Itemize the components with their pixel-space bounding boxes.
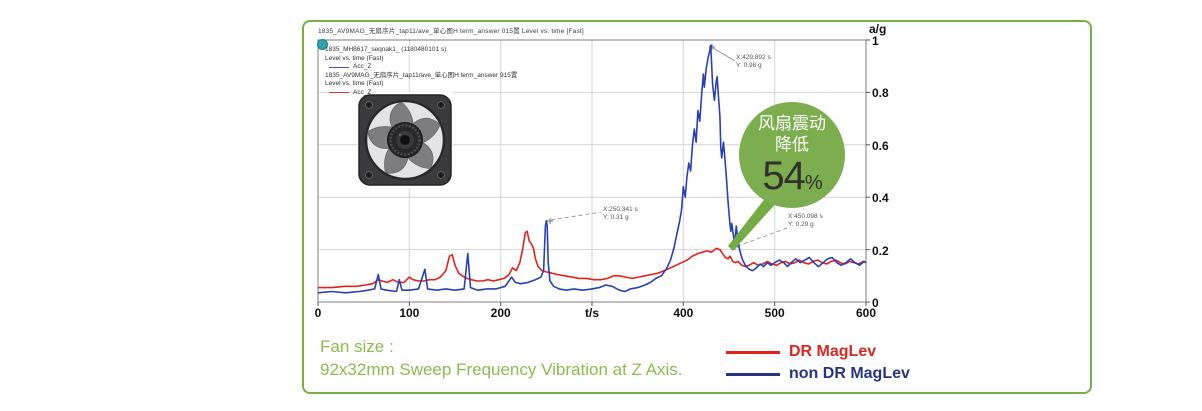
inplot-legend-swatch (329, 92, 349, 94)
x-tick-label: 600 (855, 306, 877, 320)
legend-item-dr-maglev: DR MagLev (726, 341, 910, 363)
inplot-legend-swatch (329, 66, 349, 68)
peak-annotation-2: X:250.341 s Y: 0.31 g (603, 206, 638, 222)
annotation-x-value: X:450.098 s (788, 213, 823, 220)
peak-annotation-1: X:429.892 s Y: 0.98 g (736, 54, 771, 70)
chart-title: 1835_AV9MAG_无扇序片_tap11/ave_单心图H term_ans… (318, 28, 584, 35)
x-tick-label: 100 (399, 306, 420, 320)
x-tick-label: 200 (490, 306, 511, 320)
caption-line2: 92x32mm Sweep Frequency Vibration at Z A… (320, 360, 683, 379)
inplot-legend-text: 1835_AV9MAG_无扇序片_tap11/ave_单心图H term_ans… (325, 71, 518, 79)
legend-label: DR MagLev (789, 343, 877, 360)
y-tick-label: 0.4 (872, 191, 889, 206)
annotation-x-value: X:429.892 s (736, 54, 771, 61)
badge-pointer-line (728, 192, 780, 251)
x-tick-label: 400 (673, 306, 694, 320)
legend-item-non-dr-maglev: non DR MagLev (726, 363, 910, 385)
badge-value: 54% (762, 154, 823, 198)
annotation-y-value: Y: 0.29 g (788, 221, 814, 228)
badge-text-line2: 降低 (775, 135, 809, 154)
x-tick-label: 0 (314, 306, 322, 320)
annotation-y-value: Y: 0.98 g (736, 62, 762, 69)
series-curve-non-dr-maglev (317, 44, 867, 294)
y-tick-label: 0.2 (872, 243, 889, 258)
badge-text-line1: 风扇震动 (758, 114, 826, 133)
y-tick-label: 0.6 (872, 138, 889, 153)
caption-line1: Fan size : (320, 337, 394, 356)
series-legend: DR MagLev non DR MagLev (726, 341, 910, 385)
annotation-leader-3 (734, 227, 788, 248)
annotation-x-value: X:250.341 s (603, 206, 638, 213)
peak-annotation-3: X:450.098 s Y: 0.29 g (788, 213, 823, 229)
inplot-legend-text: Acc_Z (353, 63, 372, 70)
legend-line-navy (726, 372, 780, 376)
annotation-leader-1 (712, 47, 736, 62)
reduction-badge: 风扇震动 降低 54% (739, 102, 845, 208)
legend-label: non DR MagLev (789, 365, 910, 382)
inplot-legend-text: Acc_Z (353, 88, 372, 96)
fan-size-caption: Fan size : 92x32mm Sweep Frequency Vibra… (320, 335, 683, 381)
y-tick-label: 1 (872, 34, 879, 48)
inplot-legend-row: Acc_Z (325, 63, 517, 72)
fan-photo (357, 92, 453, 188)
annotation-y-value: Y: 0.31 g (603, 214, 629, 221)
y-axis-unit-label: a/g (869, 22, 887, 36)
green-frame-panel (302, 20, 1092, 394)
inplot-legend-row: Acc_Z (325, 89, 517, 98)
inplot-legend-row: Level vs. time (Fast) (325, 55, 517, 64)
inplot-legend-text: Level vs. time (Fast) (325, 80, 384, 87)
x-tick-label: t/s (584, 306, 599, 320)
inplot-legend-text: 1835_MH8617_seqnak1_ (1180480101 s) (325, 46, 447, 53)
chart-tool-icon (317, 39, 328, 50)
inplot-legend-row: 1835_MH8617_seqnak1_ (1180480101 s) (325, 46, 517, 55)
y-tick-label: 0.8 (872, 86, 889, 101)
inplot-legend-text: Level vs. time (Fast) (325, 54, 384, 62)
legend-line-red (726, 350, 780, 354)
badge-percent-sign: % (804, 172, 823, 194)
inplot-legend-row: 1835_AV9MAG_无扇序片_tap11/ave_单心图H term_ans… (325, 72, 517, 81)
y-tick-label: 0 (872, 296, 879, 310)
inplot-legend-row: Level vs. time (Fast) (325, 80, 517, 89)
annotation-leader-2 (550, 211, 602, 221)
inplot-legend: 1835_MH8617_seqnak1_ (1180480101 s) Level… (325, 46, 517, 97)
x-tick-label: 500 (764, 306, 785, 320)
